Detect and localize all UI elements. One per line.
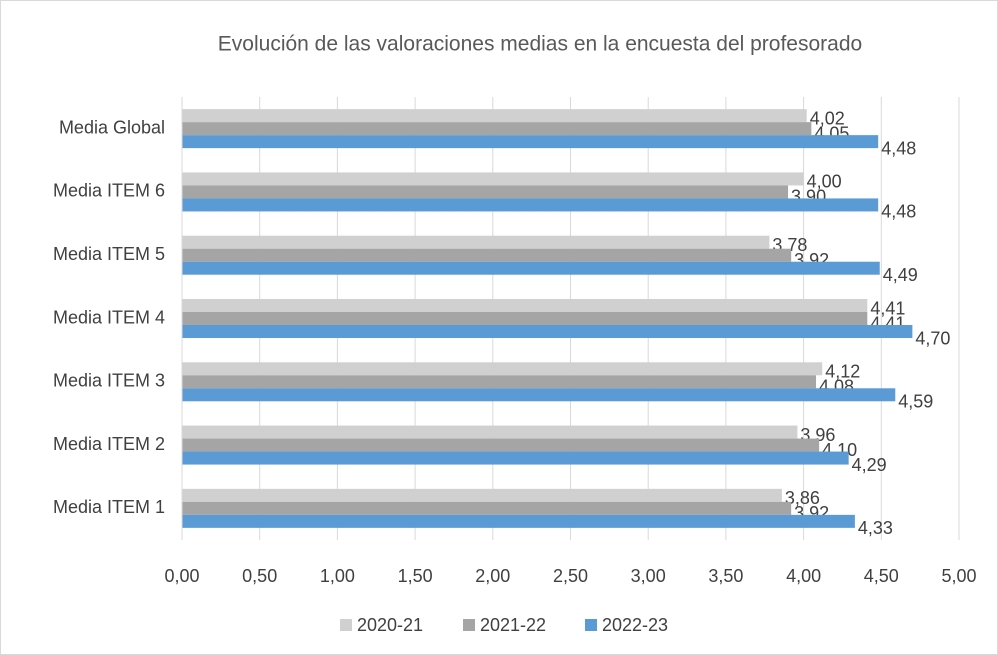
y-tick-label: Media ITEM 1 <box>53 497 165 517</box>
bar <box>182 312 868 325</box>
x-tick-label: 3,00 <box>631 566 666 586</box>
x-tick-label: 0,00 <box>164 566 199 586</box>
bar <box>182 451 849 465</box>
x-tick-label: 4,50 <box>864 566 899 586</box>
bar <box>182 185 789 199</box>
bar <box>182 514 855 528</box>
bar <box>182 299 868 312</box>
x-tick-label: 1,50 <box>398 566 433 586</box>
value-label: 4,41 <box>870 298 905 318</box>
y-tick-label: Media ITEM 4 <box>53 307 165 327</box>
bar <box>182 425 798 439</box>
bar <box>182 235 770 249</box>
y-tick-label: Media ITEM 3 <box>53 371 165 391</box>
bar <box>182 198 879 212</box>
value-label: 4,00 <box>807 172 842 192</box>
value-label: 4,02 <box>810 108 845 128</box>
legend-swatch <box>340 619 352 631</box>
x-tick-label: 0,50 <box>242 566 277 586</box>
legend-label: 2022-23 <box>602 615 668 635</box>
bar <box>182 122 812 136</box>
y-tick-label: Media ITEM 6 <box>53 181 165 201</box>
value-label: 4,48 <box>881 202 916 222</box>
bar <box>182 248 792 262</box>
legend-swatch <box>463 619 475 631</box>
x-tick-label: 5,00 <box>941 566 976 586</box>
value-label: 3,86 <box>785 488 820 508</box>
bar <box>182 135 879 149</box>
bar <box>182 261 880 275</box>
bar <box>182 388 896 402</box>
bar <box>182 109 807 123</box>
chart-title: Evolución de las valoraciones medias en … <box>218 33 862 56</box>
bar <box>182 362 823 376</box>
x-tick-label: 2,50 <box>553 566 588 586</box>
value-label: 4,12 <box>825 362 860 382</box>
bar <box>182 488 782 502</box>
legend-label: 2020-21 <box>357 615 423 635</box>
value-label: 4,49 <box>883 265 918 285</box>
bar <box>182 172 804 186</box>
value-label: 4,48 <box>881 138 916 158</box>
value-label: 4,29 <box>852 455 887 475</box>
legend-label: 2021-22 <box>480 615 546 635</box>
value-label: 4,59 <box>898 392 933 412</box>
value-label: 4,33 <box>858 518 893 538</box>
value-label: 4,70 <box>915 328 950 348</box>
x-tick-label: 2,00 <box>475 566 510 586</box>
bar <box>182 375 817 389</box>
bar <box>182 501 792 515</box>
y-tick-label: Media Global <box>59 117 165 137</box>
bar <box>182 325 913 338</box>
x-tick-label: 4,00 <box>786 566 821 586</box>
legend-swatch <box>585 619 597 631</box>
x-tick-label: 1,00 <box>320 566 355 586</box>
y-tick-label: Media ITEM 5 <box>53 244 165 264</box>
bar <box>182 438 820 452</box>
x-tick-label: 3,50 <box>708 566 743 586</box>
y-tick-label: Media ITEM 2 <box>53 434 165 454</box>
